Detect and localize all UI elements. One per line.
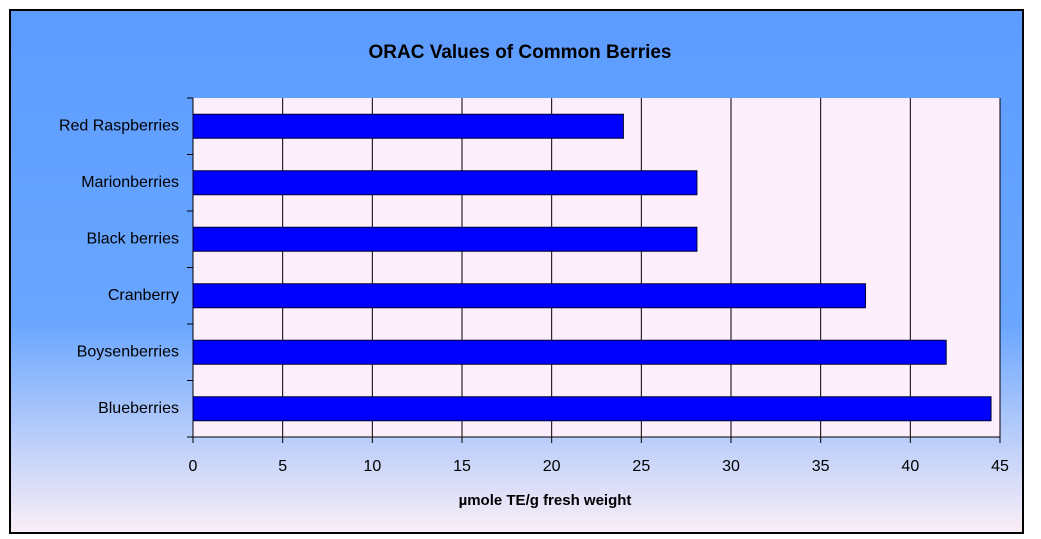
bar: [192, 339, 947, 365]
x-tick-label: 10: [363, 458, 381, 475]
x-tick-label: 5: [278, 458, 287, 475]
bar: [192, 113, 624, 139]
y-tick-label: Boysenberries: [77, 343, 179, 360]
chart-title: ORAC Values of Common Berries: [368, 42, 671, 63]
y-tick-label: Marionberries: [81, 174, 179, 191]
x-tick-label: 40: [901, 458, 919, 475]
x-tick-label: 45: [991, 458, 1009, 475]
plot-area: [193, 98, 1000, 437]
y-tick-label: Cranberry: [108, 287, 179, 304]
bar: [192, 170, 698, 196]
x-tick-label: 0: [189, 458, 198, 475]
y-tick-label: Blueberries: [98, 400, 179, 417]
bar: [192, 226, 698, 252]
x-tick-label: 30: [722, 458, 740, 475]
x-tick-label: 20: [543, 458, 561, 475]
x-tick-label: 15: [453, 458, 471, 475]
x-tick-label: 35: [812, 458, 830, 475]
y-tick-label: Red Raspberries: [59, 117, 179, 134]
x-axis-title: µmole TE/g fresh weight: [459, 492, 632, 509]
x-tick-label: 25: [632, 458, 650, 475]
bar: [192, 283, 866, 309]
bar: [192, 396, 992, 422]
y-tick-label: Black berries: [87, 230, 179, 247]
